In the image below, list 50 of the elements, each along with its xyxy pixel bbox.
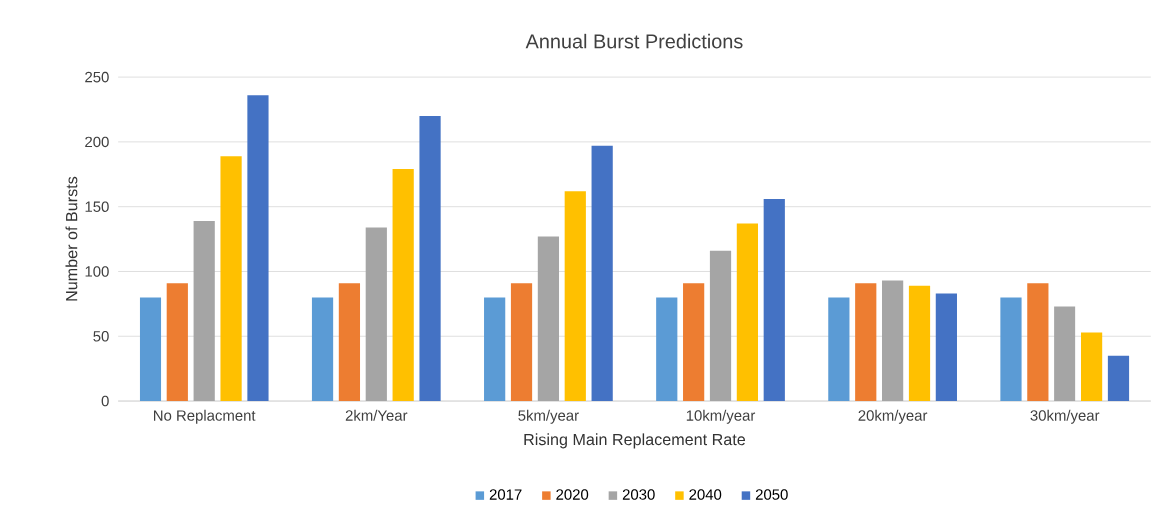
bar bbox=[736, 223, 758, 402]
bar bbox=[763, 198, 785, 402]
bar bbox=[1081, 332, 1103, 402]
bar bbox=[220, 156, 242, 402]
y-tick-label: 100 bbox=[85, 266, 109, 277]
bar bbox=[392, 169, 414, 402]
bar bbox=[365, 227, 387, 402]
bar bbox=[828, 297, 850, 402]
bar bbox=[1054, 306, 1076, 402]
y-tick-label: 0 bbox=[101, 395, 109, 407]
bar bbox=[338, 283, 361, 402]
bar bbox=[1107, 355, 1130, 402]
legend-label: 2030 bbox=[622, 489, 655, 500]
bar bbox=[935, 293, 957, 402]
x-tick-label: 30km/year bbox=[1030, 409, 1100, 424]
bar bbox=[591, 145, 613, 402]
x-tick-label: 10km/year bbox=[686, 409, 756, 424]
x-axis-title: Rising Main Replacement Rate bbox=[524, 433, 746, 449]
legend-label: 2020 bbox=[556, 489, 589, 500]
bar bbox=[166, 283, 188, 402]
bar bbox=[1027, 283, 1049, 402]
bar bbox=[882, 280, 904, 402]
bar bbox=[193, 221, 215, 402]
bar bbox=[855, 283, 877, 402]
chart-title: Annual Burst Predictions bbox=[525, 33, 743, 49]
y-tick-label: 50 bbox=[93, 331, 109, 342]
bar bbox=[484, 297, 506, 402]
legend-label: 2017 bbox=[489, 489, 522, 500]
x-tick-label: No Replacment bbox=[154, 409, 256, 424]
x-tick-label: 5km/year bbox=[518, 409, 579, 424]
bar bbox=[139, 297, 162, 402]
bar bbox=[537, 236, 560, 402]
bar bbox=[510, 283, 533, 402]
bar bbox=[564, 191, 586, 402]
bar bbox=[656, 297, 678, 402]
y-tick-label: 200 bbox=[85, 136, 109, 148]
y-tick-label: 150 bbox=[85, 201, 109, 213]
bar bbox=[683, 283, 705, 402]
y-axis-title: Number of Bursts bbox=[65, 176, 78, 301]
bar bbox=[419, 116, 441, 402]
bar bbox=[709, 250, 732, 402]
x-tick-label: 20km/year bbox=[858, 409, 928, 424]
bar bbox=[1000, 297, 1022, 402]
x-tick-label: 2km/Year bbox=[345, 409, 408, 421]
legend-label: 2050 bbox=[755, 489, 788, 500]
bar bbox=[311, 297, 334, 402]
y-tick-label: 250 bbox=[85, 71, 109, 83]
bar bbox=[908, 285, 931, 402]
legend-label: 2040 bbox=[689, 489, 722, 500]
bar bbox=[247, 95, 269, 402]
